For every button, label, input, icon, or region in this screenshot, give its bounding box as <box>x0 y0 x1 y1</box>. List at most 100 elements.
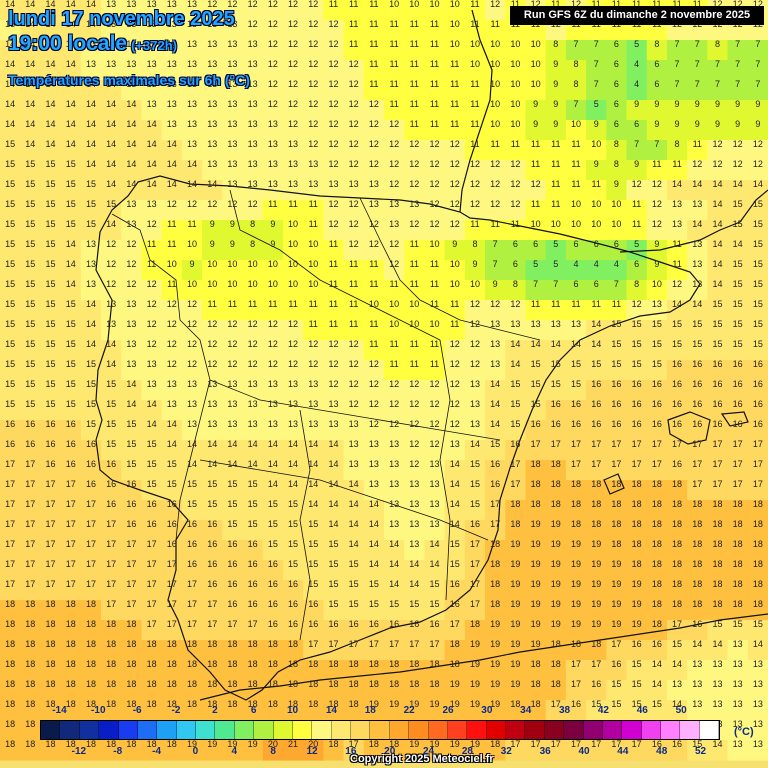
temperature-value: 14 <box>328 479 338 489</box>
legend-swatch <box>661 721 681 739</box>
temperature-value: 12 <box>450 159 460 169</box>
temperature-cell <box>424 220 446 241</box>
temperature-value: 11 <box>389 359 398 369</box>
temperature-value: 18 <box>5 639 15 649</box>
temperature-cell <box>323 320 345 341</box>
temperature-value: 15 <box>308 579 318 589</box>
temperature-cell <box>747 340 768 361</box>
temperature-cell <box>525 440 547 461</box>
temperature-cell <box>262 480 284 501</box>
temperature-cell <box>424 160 446 181</box>
temperature-value: 15 <box>227 499 237 509</box>
temperature-value: 16 <box>712 359 722 369</box>
temperature-cell <box>343 460 365 481</box>
temperature-cell <box>20 0 42 21</box>
temperature-value: 16 <box>450 599 460 609</box>
temperature-cell <box>40 360 62 381</box>
temperature-cell <box>40 460 62 481</box>
temperature-cell <box>444 180 466 201</box>
temperature-value: 18 <box>490 539 500 549</box>
temperature-cell <box>141 20 163 41</box>
temperature-value: 14 <box>147 139 157 149</box>
temperature-value: 15 <box>591 359 601 369</box>
temperature-value: 15 <box>5 239 15 249</box>
temperature-cell <box>242 120 264 141</box>
forecast-time: 19:00 locale (+372h) <box>8 32 177 56</box>
temperature-value: 15 <box>308 539 318 549</box>
temperature-cell <box>20 300 42 321</box>
temperature-value: 13 <box>227 119 237 129</box>
temperature-value: 12 <box>510 199 520 209</box>
temperature-value: 13 <box>692 199 702 209</box>
temperature-cell <box>464 240 486 261</box>
temperature-value: 17 <box>470 559 480 569</box>
temperature-cell <box>384 380 405 401</box>
temperature-cell <box>505 200 527 221</box>
temperature-cell <box>0 300 21 321</box>
temperature-cell <box>525 180 547 201</box>
temperature-cell <box>464 280 486 301</box>
temperature-value: 12 <box>369 419 379 429</box>
temperature-value: 16 <box>207 579 217 589</box>
temperature-cell <box>282 460 304 481</box>
temperature-value: 11 <box>410 79 419 89</box>
temperature-cell <box>707 240 729 261</box>
temperature-value: 16 <box>632 379 642 389</box>
temperature-cell <box>202 480 223 501</box>
temperature-cell <box>626 360 648 381</box>
temperature-cell <box>525 140 547 161</box>
temperature-cell <box>606 100 628 121</box>
temperature-value: 12 <box>632 179 642 189</box>
temperature-value: 15 <box>147 439 157 449</box>
temperature-value: 16 <box>66 419 76 429</box>
temperature-value: 19 <box>531 599 541 609</box>
forecast-offset: (+372h) <box>131 38 177 53</box>
legend-top-label: 6 <box>250 705 257 716</box>
temperature-value: 16 <box>66 439 76 449</box>
temperature-cell <box>727 280 749 301</box>
temperature-cell <box>586 460 607 481</box>
legend-swatch <box>583 721 603 739</box>
temperature-cell <box>565 120 587 141</box>
temperature-cell <box>20 400 42 421</box>
temperature-cell <box>464 160 486 181</box>
temperature-cell <box>161 420 183 441</box>
temperature-value: 14 <box>692 179 702 189</box>
temperature-value: 10 <box>591 139 601 149</box>
temperature-cell <box>404 60 426 81</box>
temperature-cell <box>80 280 102 301</box>
temperature-cell <box>525 320 547 341</box>
temperature-cell <box>626 40 648 61</box>
temperature-cell <box>747 80 768 101</box>
temperature-cell <box>242 100 264 121</box>
temperature-value: 15 <box>5 379 15 389</box>
temperature-cell <box>262 320 284 341</box>
temperature-cell <box>485 40 506 61</box>
temperature-cell <box>363 320 385 341</box>
temperature-value: 15 <box>712 339 722 349</box>
temperature-value: 15 <box>86 359 96 369</box>
temperature-value: 14 <box>551 339 561 349</box>
legend-swatch <box>157 721 177 739</box>
temperature-value: 16 <box>288 579 298 589</box>
temperature-cell <box>505 180 527 201</box>
temperature-cell <box>181 220 203 241</box>
temperature-cell <box>282 60 304 81</box>
temperature-value: 12 <box>268 79 278 89</box>
temperature-cell <box>384 220 405 241</box>
temperature-value: 18 <box>712 559 722 569</box>
temperature-value: 12 <box>187 359 197 369</box>
temperature-cell <box>666 220 688 241</box>
temperature-value: 17 <box>632 439 642 449</box>
temperature-cell <box>262 300 284 321</box>
temperature-value: 17 <box>551 739 561 749</box>
temperature-cell <box>424 340 446 361</box>
temperature-cell <box>262 380 284 401</box>
temperature-cell <box>40 200 62 221</box>
temperature-value: 13 <box>369 439 379 449</box>
temperature-value: 16 <box>106 499 116 509</box>
temperature-cell <box>666 320 688 341</box>
temperature-value: 13 <box>490 339 500 349</box>
temperature-value: 11 <box>470 119 479 129</box>
temperature-cell <box>242 320 264 341</box>
